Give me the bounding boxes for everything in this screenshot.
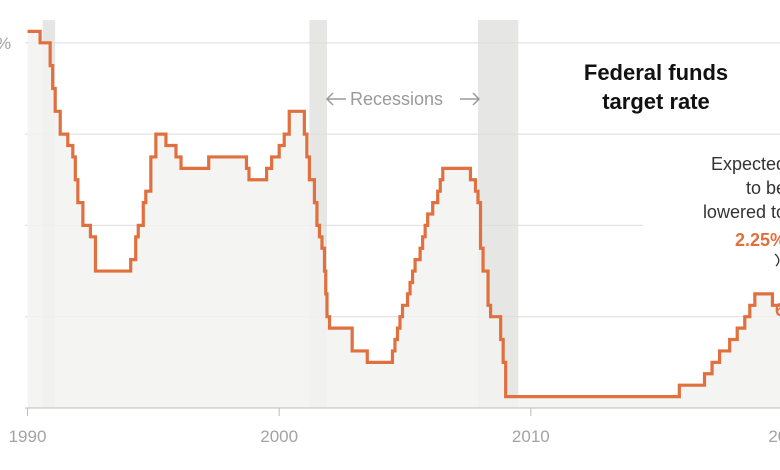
y-tick-label-percent: % bbox=[0, 34, 11, 53]
x-tick-label: 2010 bbox=[512, 427, 550, 446]
forecast-annotation: Expected to be lowered to 2.25% 6 bbox=[703, 154, 780, 320]
arrow-left-icon bbox=[325, 92, 346, 106]
annotation-line-2: to be bbox=[746, 178, 780, 198]
arrow-right-icon bbox=[460, 92, 481, 106]
recessions-label: Recessions bbox=[350, 89, 443, 109]
x-tick-label: 2000 bbox=[260, 427, 298, 446]
annotation-value-hint: 6 bbox=[775, 300, 780, 320]
rate-line bbox=[27, 29, 780, 399]
x-tick-label: 201 bbox=[768, 427, 780, 446]
x-axis: 1990 2000 2010 201 bbox=[9, 407, 780, 446]
annotation-value: 2.25% bbox=[735, 230, 780, 250]
chart-title-line-1: Federal funds bbox=[584, 60, 728, 85]
annotation-line-3: lowered to bbox=[703, 202, 780, 222]
recessions-label-group: Recessions bbox=[325, 89, 481, 109]
annotation-pointer-icon bbox=[774, 253, 780, 267]
rate-area-fill bbox=[27, 31, 780, 408]
chart-title-line-2: target rate bbox=[602, 89, 710, 114]
annotation-line-1: Expected bbox=[711, 154, 780, 174]
x-tick-label: 1990 bbox=[9, 427, 47, 446]
